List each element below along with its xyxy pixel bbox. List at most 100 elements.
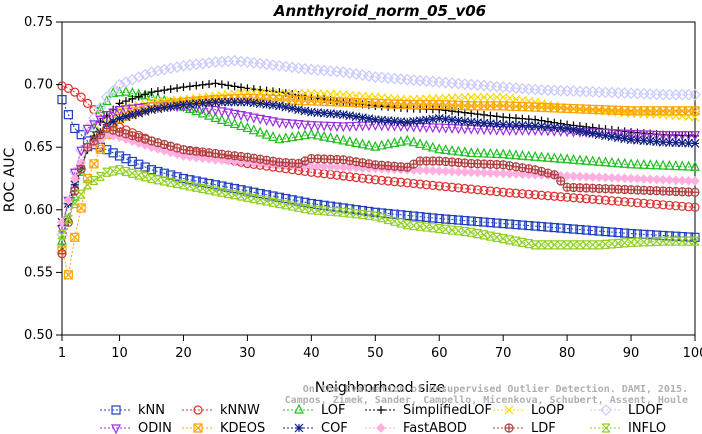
data-point-lof-k91 (632, 158, 643, 169)
data-point-odin-k25 (210, 106, 221, 116)
data-point-lof-k56 (408, 136, 419, 147)
data-point-cof-k59 (428, 114, 438, 124)
data-point-fastabod-k72 (511, 169, 521, 179)
data-point-cof-k23 (198, 98, 208, 108)
data-point-knn-k15 (146, 165, 157, 175)
data-point-fastabod-k64 (459, 167, 470, 177)
data-point-knnw-k79 (556, 192, 566, 202)
data-point-inflo-k58 (422, 222, 431, 232)
data-point-inflo-k70 (498, 233, 508, 244)
legend-item-kdeos: KDEOS (182, 421, 265, 434)
data-point-lof-k89 (619, 157, 630, 168)
legend-item-simplifiedlof: SimplifiedLOF (365, 403, 492, 418)
data-point-inflo-k9 (108, 166, 118, 176)
data-point-lof-k81 (568, 153, 579, 164)
data-point-lof-k36 (280, 132, 291, 143)
data-point-fastabod-k82 (575, 171, 585, 182)
data-point-cof-k96 (664, 138, 674, 147)
data-point-inflo-k61 (441, 224, 451, 234)
data-point-lof-k69 (491, 148, 502, 159)
data-point-knnw-k5 (82, 98, 93, 108)
data-point-knn-k14 (140, 162, 150, 172)
data-point-inflo-k3 (70, 198, 80, 209)
x-tick-label: 90 (623, 346, 640, 361)
data-point-knn-k78 (549, 222, 559, 233)
y-tick-label: 0.65 (24, 140, 53, 155)
data-point-inflo-k25 (211, 186, 220, 196)
legend-marker-loop (504, 405, 514, 415)
data-point-lof-k1 (57, 234, 67, 245)
data-point-inflo-k94 (652, 236, 662, 246)
data-point-cof-k37 (287, 103, 297, 113)
data-point-fastabod-k81 (568, 171, 579, 182)
data-point-odin-k48 (357, 121, 368, 132)
data-point-odin-k92 (638, 130, 649, 141)
data-point-knn-k3 (70, 123, 80, 134)
data-point-knnw-k87 (607, 196, 617, 206)
data-point-inflo-k86 (601, 239, 610, 249)
x-tick-label: 50 (367, 346, 384, 361)
data-point-loop-k69 (492, 92, 502, 102)
data-point-cof-k72 (511, 120, 521, 130)
data-point-ldof-k24 (203, 56, 215, 69)
data-point-odin-k37 (287, 119, 298, 130)
data-point-odin-k40 (306, 121, 317, 132)
data-point-lof-k84 (587, 155, 598, 166)
data-point-fastabod-k87 (607, 172, 617, 183)
data-point-fastabod-k67 (479, 167, 489, 178)
data-point-ldf-k100 (690, 187, 700, 197)
data-point-odin-k91 (632, 130, 643, 141)
data-point-odin-k8 (101, 111, 112, 121)
data-point-ldof-k58 (420, 75, 433, 87)
data-point-fastabod-k22 (191, 152, 202, 163)
data-point-simplifiedlof-k22 (192, 81, 201, 90)
data-point-odin-k32 (255, 114, 266, 125)
legend-item-knnw: kNNW (182, 403, 260, 418)
data-point-cof-k98 (677, 138, 687, 148)
data-point-knnw-k63 (453, 183, 464, 193)
data-point-odin-k5 (82, 124, 93, 135)
data-point-knn-k90 (626, 228, 636, 239)
data-point-lof-k99 (683, 160, 694, 171)
data-point-simplifiedlof-k68 (486, 111, 495, 120)
data-point-inflo-k93 (645, 237, 655, 247)
data-point-ldof-k53 (388, 72, 401, 85)
data-point-knnw-k58 (421, 180, 432, 190)
data-point-lof-k29 (236, 120, 247, 131)
legend-item-cof: COF (283, 421, 348, 434)
data-point-lof-k76 (536, 151, 547, 162)
data-point-lof-k65 (466, 147, 477, 158)
data-point-cof-k45 (338, 110, 348, 120)
data-point-inflo-k7 (95, 171, 105, 182)
data-point-odin-k97 (670, 131, 681, 142)
data-point-knnw-k50 (370, 175, 380, 185)
data-point-simplifiedlof-k35 (275, 88, 284, 97)
data-point-lof-k35 (274, 133, 285, 144)
data-point-cof-k63 (453, 116, 463, 126)
data-point-lof-k93 (645, 159, 656, 170)
data-point-lof-k90 (626, 158, 637, 169)
data-point-lof-k3 (69, 190, 80, 201)
data-point-knnw-k97 (671, 201, 681, 211)
data-point-cof-k15 (147, 105, 156, 115)
data-point-simplifiedlof-k66 (473, 110, 482, 119)
data-point-simplifiedlof-k19 (173, 84, 182, 93)
data-point-cof-k39 (300, 106, 310, 116)
data-point-lof-k26 (216, 114, 227, 125)
data-point-inflo-k24 (204, 185, 214, 195)
data-point-lof-k11 (120, 85, 131, 96)
x-axis-label: Neighborhood size (315, 380, 445, 396)
data-point-knn-k31 (249, 187, 259, 197)
data-point-cof-k31 (249, 98, 259, 108)
legend-label: ODIN (138, 421, 172, 434)
data-point-odin-k39 (299, 120, 310, 131)
data-point-cof-k3 (70, 180, 80, 190)
data-point-inflo-k71 (505, 235, 515, 245)
data-point-ldof-k66 (471, 79, 484, 91)
data-point-cof-k94 (652, 137, 662, 147)
data-point-inflo-k6 (89, 175, 99, 186)
data-point-inflo-k99 (684, 236, 694, 246)
data-point-cof-k71 (505, 120, 515, 130)
legend-label: COF (321, 421, 348, 434)
data-point-knnw-k59 (428, 180, 438, 190)
